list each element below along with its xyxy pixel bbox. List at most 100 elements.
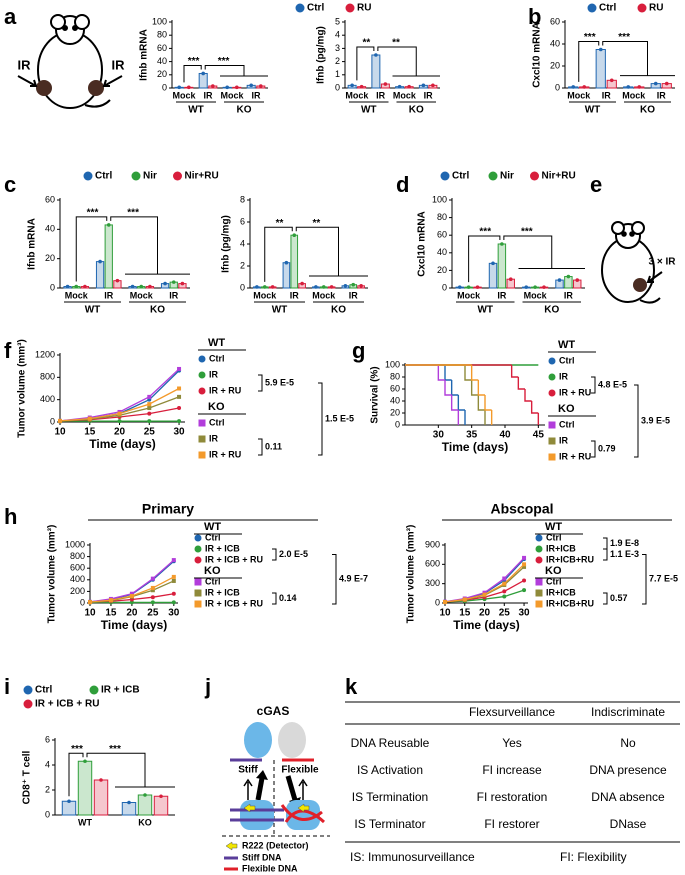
bar <box>137 794 153 816</box>
bar-dot <box>270 285 275 289</box>
legend-label: IR + ICB <box>205 587 240 597</box>
diagram-title: cGAS <box>257 704 290 718</box>
p-bracket <box>591 376 596 394</box>
bar <box>282 262 291 289</box>
data-point <box>87 416 92 421</box>
legend-label: IR + RU <box>559 387 591 397</box>
bar-dot <box>653 81 658 86</box>
x-tick-label: IR <box>497 290 507 300</box>
bar-dot <box>65 284 70 289</box>
table-cell: No <box>620 736 636 750</box>
x-tick-label: Mock <box>567 90 591 100</box>
bar-dot <box>321 285 326 289</box>
x-tick-label: Mock <box>172 90 196 100</box>
legend-marker <box>548 389 556 397</box>
legend-marker <box>173 171 182 181</box>
bar-dot <box>211 84 215 88</box>
sig-label: *** <box>71 744 83 755</box>
sig-bracket <box>204 64 245 76</box>
sig-label: *** <box>479 227 491 238</box>
y-tick-label: 0 <box>442 282 447 292</box>
legend-label: IR+ICB <box>546 587 576 597</box>
bar <box>198 72 208 89</box>
survival-step <box>450 395 459 411</box>
data-point <box>88 600 92 605</box>
x-tick-label: Mock <box>65 290 89 300</box>
y-tick-label: 0 <box>240 282 245 292</box>
data-point <box>150 588 155 593</box>
chart-title: Abscopal <box>490 501 553 517</box>
bar-dot <box>201 71 205 76</box>
chart-title: Primary <box>142 501 194 517</box>
bar-dot <box>177 85 181 90</box>
panel-label: h <box>4 504 17 529</box>
group-label: KO <box>544 305 559 316</box>
survival-step <box>450 380 459 396</box>
legend-label: RU <box>357 3 371 14</box>
bar-dot <box>106 223 111 227</box>
legend-marker <box>194 578 202 586</box>
y-tick-label: 4 <box>240 238 245 248</box>
bar-dot <box>225 85 229 90</box>
legend-marker <box>83 171 93 181</box>
y-tick-label: 20 <box>390 407 400 417</box>
x-axis-label: Time (days) <box>101 618 167 632</box>
x-tick-label: Mock <box>312 290 336 300</box>
bar <box>488 262 498 289</box>
p-bracket <box>272 548 277 561</box>
data-point <box>502 594 507 599</box>
p-bracket <box>591 440 596 458</box>
data-point <box>58 418 62 423</box>
bar-dot <box>139 284 144 289</box>
legend-label: Ctrl <box>546 576 562 586</box>
table-header: Indiscriminate <box>591 705 665 719</box>
sig-bracket <box>356 46 375 81</box>
table-rules <box>345 701 680 843</box>
y-tick-label: 60 <box>437 230 447 240</box>
survival-step <box>524 389 532 402</box>
group-label: WT <box>585 105 601 116</box>
x-tick-label: Mock <box>130 290 154 300</box>
data-point <box>129 600 134 605</box>
legend-label: Ctrl <box>559 355 575 365</box>
y-tick-label: 0 <box>335 82 340 92</box>
legend-group: WT <box>204 521 221 533</box>
bar-dot <box>83 284 87 289</box>
bar-dot <box>148 284 152 289</box>
panel-label: a <box>4 4 17 29</box>
p-value: 0.14 <box>279 593 297 603</box>
group-label: KO <box>237 105 252 116</box>
y-tick-label: 600 <box>70 563 85 573</box>
legend-marker <box>548 357 556 365</box>
bar-dot <box>475 285 480 289</box>
p-value: 1.1 E-3 <box>610 549 639 559</box>
bar-dot <box>343 284 348 288</box>
legend-marker <box>198 435 206 443</box>
y-tick-label: 20 <box>550 60 560 70</box>
bar-dot <box>67 799 71 804</box>
y-tick-label: 60 <box>157 43 167 53</box>
data-point <box>147 394 152 399</box>
legend-marker <box>637 3 647 13</box>
sig-label: ** <box>312 218 320 229</box>
bar-dot <box>542 285 546 289</box>
x-tick-label: KO <box>138 817 152 827</box>
survival-step <box>470 380 479 396</box>
bar-dot <box>533 285 537 289</box>
x-tick-label: Mock <box>457 290 481 300</box>
table-footer: FI: Flexibility <box>560 850 627 864</box>
data-point <box>177 386 182 391</box>
bar-dot <box>74 284 79 289</box>
mouse-illustration <box>601 221 663 304</box>
y-tick-label: 40 <box>157 56 167 66</box>
p-bracket <box>642 554 647 605</box>
mouse-illustration <box>17 14 123 109</box>
legend-label: Ctrl <box>559 419 575 429</box>
data-point <box>150 585 155 590</box>
legend-marker <box>548 453 556 461</box>
y-axis-label: Ifnb (pg/mg) <box>221 215 232 273</box>
table-cell: IS Termination <box>352 790 428 804</box>
legend-marker <box>131 171 141 181</box>
p-value: 1.5 E-5 <box>325 413 354 423</box>
bar-dot <box>566 274 571 279</box>
